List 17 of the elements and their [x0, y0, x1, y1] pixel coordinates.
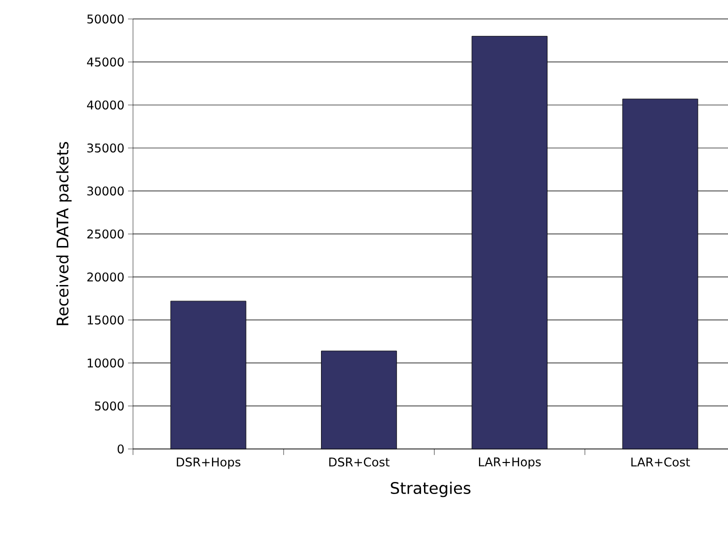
x-tick-label: LAR+Hops — [478, 458, 541, 469]
y-tick-label: 0 — [118, 444, 124, 454]
y-tick-label: 20000 — [87, 272, 124, 282]
x-tick-label: LAR+Cost — [631, 458, 690, 467]
y-tick-label: 50000 — [87, 14, 124, 24]
y-tick-label: 5000 — [94, 401, 124, 411]
y-tick-label: 30000 — [87, 186, 124, 196]
x-tick-label: DSR+Cost — [329, 458, 390, 467]
y-tick-label: 15000 — [88, 315, 124, 325]
y-tick-label: 45000 — [87, 57, 124, 67]
y-axis-title: Received DATA packets — [56, 142, 72, 326]
y-tick-label: 35000 — [87, 143, 124, 153]
x-axis-title: Strategies — [390, 482, 470, 498]
y-tick-label: 10000 — [88, 358, 124, 368]
y-tick-label: 40000 — [87, 100, 124, 110]
y-tick-label: 25000 — [87, 229, 124, 239]
x-tick-label: DSR+Hops — [176, 458, 240, 469]
